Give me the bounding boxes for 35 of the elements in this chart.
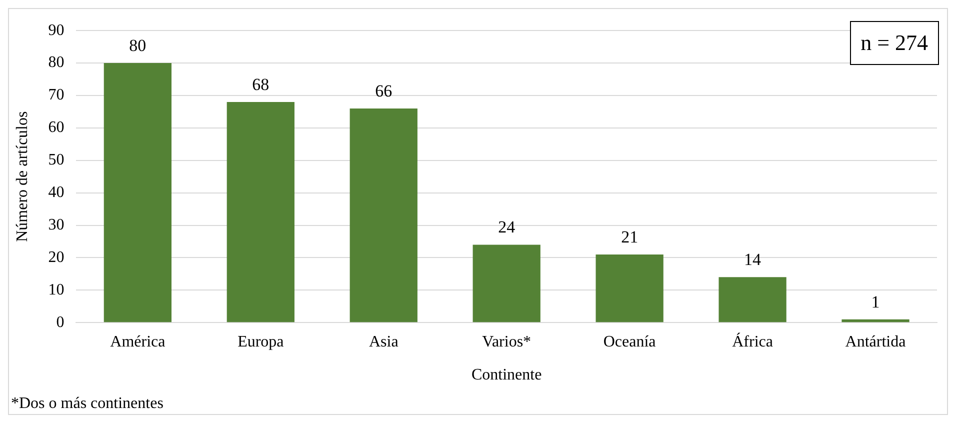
bar — [596, 254, 664, 322]
y-tick-label: 60 — [48, 119, 64, 136]
bar — [350, 108, 418, 322]
data-label: 66 — [375, 81, 392, 100]
annotation: n = 274 — [850, 21, 939, 65]
x-tick-label: Oceanía — [603, 333, 656, 350]
bar — [472, 244, 540, 322]
x-tick-label: América — [110, 333, 166, 350]
y-tick-label: 40 — [48, 184, 64, 202]
bar — [842, 319, 910, 322]
y-tick-label: 90 — [48, 22, 64, 39]
data-label: 21 — [621, 227, 638, 246]
x-tick-label: Asia — [368, 333, 398, 350]
text: *Dos o más continentes — [11, 395, 164, 413]
y-tick-label: 0 — [56, 314, 64, 331]
y-tick-label: 20 — [48, 248, 64, 266]
data-label: 14 — [744, 250, 762, 270]
data-label: 1 — [871, 292, 880, 312]
y-tick-label: 50 — [48, 152, 64, 169]
bar — [718, 277, 786, 322]
data-label: 80 — [129, 36, 146, 56]
bar — [226, 102, 294, 322]
x-tick-label: Europa — [238, 333, 284, 350]
y-axis-title: Número de artículos — [14, 111, 31, 242]
data-label: 68 — [252, 74, 270, 94]
y-tick-label: 30 — [48, 216, 64, 234]
x-axis-title: Continente — [471, 366, 542, 384]
y-tick-label: 80 — [48, 54, 64, 72]
y-tick-label: 10 — [48, 281, 64, 298]
bar — [104, 63, 172, 322]
x-tick-label: África — [732, 332, 773, 350]
x-tick-label: Varios* — [482, 333, 532, 350]
y-tick-label: 70 — [48, 86, 64, 104]
data-label: 24 — [498, 218, 516, 237]
x-tick-label: Antártida — [845, 333, 906, 350]
